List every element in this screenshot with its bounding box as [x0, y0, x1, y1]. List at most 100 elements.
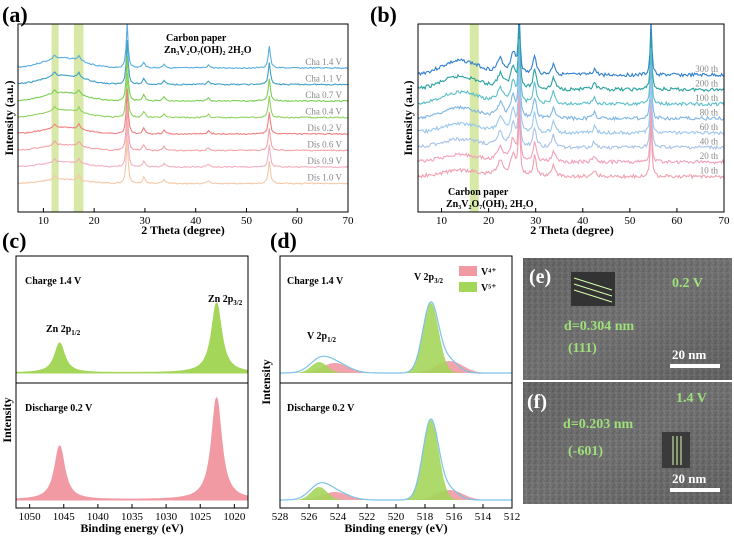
panel-d-xtick-label-0: 528 [272, 511, 289, 523]
panel-c-xtick-label-1: 1045 [53, 511, 76, 523]
panel-a-xaxis: 10 20 30 40 50 60 70 [38, 208, 354, 227]
panel_b-curve-label-3: 80 th [700, 108, 719, 118]
panel-d-xtick-label-4: 520 [388, 511, 405, 523]
panel-f-scale-label: 20 nm [672, 471, 706, 486]
panel-a-frame [17, 23, 349, 213]
panel_a-curve-6 [18, 121, 348, 169]
panel-e-dspacing: d=0.304 nm [564, 319, 635, 334]
panel_a-curve-label-7: Dis 1.0 V [307, 173, 342, 183]
panel-d-xtick-label-5: 518 [417, 511, 434, 523]
panel-a-xlabel: 2 Theta (degree) [141, 223, 225, 237]
panel_a-curve-label-2: Cha 0.7 V [305, 90, 342, 100]
panel-f-label: (f) [527, 391, 547, 413]
panel_b-curve-7 [418, 112, 724, 180]
panel_b-curve-6 [418, 96, 724, 166]
panel_a-curve-0 [18, 24, 348, 70]
panel-d-discharge-v5 [280, 420, 512, 500]
panel_b-xtick-label-3: 40 [577, 215, 589, 227]
panel-c-ylabel: Intensity [0, 397, 14, 442]
panel-c-xaxis: 1050 1045 1040 1035 1030 1025 1020 [19, 504, 246, 523]
panel_b-curve-4 [418, 67, 724, 136]
panel-a-legend-line1: Carbon paper [166, 33, 227, 44]
panel-d-spectra [280, 301, 512, 501]
panel-c-label: (c) [2, 228, 26, 253]
panel-d-bottom-label: Discharge 0.2 V [287, 403, 355, 414]
panel-b-frame [417, 23, 725, 213]
panel-b-curves [418, 24, 724, 180]
panel-d-frame [279, 255, 513, 509]
panel-b-curve-labels: 300 th 200 th 100 th 80 th 60 th 40 th 20 th 10… [695, 64, 718, 176]
panel_b-xtick-label-6: 70 [719, 215, 731, 227]
panel_b-xtick-label-4: 50 [624, 215, 636, 227]
panel_a-xtick-label-4: 50 [241, 215, 253, 227]
panel-d-xtick-label-3: 522 [359, 511, 376, 523]
panel-c-charge-spectrum [15, 302, 249, 374]
panel_a-curve-2 [18, 55, 348, 103]
panel-d-xtick-label-6: 516 [446, 511, 463, 523]
panel-b-highlight-bands [469, 24, 479, 212]
panel-b-ylabel: Intensity (a.u.) [401, 80, 415, 155]
legend-v5-swatch [459, 282, 477, 292]
panel-f-dspacing: d=0.203 nm [563, 417, 634, 432]
panel-f-lattice-inset [662, 432, 690, 468]
panel_a-curve-label-5: Dis 0.6 V [307, 140, 342, 150]
panel-e-scale-label: 20 nm [672, 347, 706, 362]
panel-a-highlight-bands [51, 24, 84, 212]
panel_a-xtick-label-1: 20 [89, 215, 101, 227]
panel-d-discharge-envelope [280, 418, 512, 501]
panel-a-legend-line2: Zn₃V₂O₇(OH)₂ 2H₂O [164, 45, 252, 56]
panel_a-xtick-label-5: 60 [292, 215, 304, 227]
panel-d-xtick-label-8: 512 [504, 511, 521, 523]
panel-c-discharge-spectrum [15, 396, 249, 501]
panel_a-band-1 [73, 24, 84, 212]
panel-b-label: (b) [370, 2, 397, 27]
panel_a-xtick-label-0: 10 [38, 215, 50, 227]
panel_a-curve-label-4: Dis 0.2 V [307, 123, 342, 133]
panel_a-xtick-label-6: 70 [343, 215, 355, 227]
panel-c-top-label: Charge 1.4 V [25, 276, 82, 287]
panel_b-curve-label-2: 100 th [695, 93, 718, 103]
panel-c-bottom-label: Discharge 0.2 V [25, 403, 93, 414]
panel-f-plane: (-601) [568, 444, 603, 459]
panel_b-curve-label-6: 20 th [700, 151, 719, 161]
panel-e-voltage: 0.2 V [672, 276, 703, 291]
panel-f-scalebar [670, 488, 720, 492]
panel-e-plane: (111) [568, 341, 597, 356]
panel-c-spectra [15, 302, 249, 501]
panel-c-xtick-label-0: 1050 [19, 511, 42, 523]
panel_a-band-0 [51, 24, 59, 212]
panel_b-xtick-label-5: 60 [671, 215, 683, 227]
panel_b-xtick-label-1: 20 [483, 215, 495, 227]
panel_a-curve-5 [18, 105, 348, 152]
panel-e-lattice-inset [571, 272, 615, 306]
panel_b-curve-5 [418, 83, 724, 151]
panel_a-xtick-label-2: 30 [139, 215, 151, 227]
panel_a-xtick-label-3: 40 [190, 215, 202, 227]
panel-c-xtick-label-2: 1040 [87, 511, 110, 523]
panel_a-curve-label-1: Cha 1.1 V [305, 74, 342, 84]
panel-d-xaxis: 528 526 524 522 520 518 516 514 512 [272, 504, 521, 523]
panel_a-curve-4 [18, 88, 348, 136]
panel_b-curve-2 [418, 38, 724, 107]
panel_b-curve-label-1: 200 th [695, 79, 718, 89]
panel-a-curve-labels: Cha 1.4 V Cha 1.1 V Cha 0.7 V Cha 0.4 V Dis … [305, 57, 342, 183]
panel_a-curve-1 [18, 39, 348, 86]
panel-c-peak2-label: Zn 2p3/2 [208, 294, 243, 307]
panel_b-curve-label-7: 10 th [700, 166, 719, 176]
panel-d-charge-v4 [280, 361, 512, 373]
legend-v5-label: V⁵⁺ [481, 283, 497, 294]
panel-d-ylabel: Intensity [259, 359, 273, 404]
panel_a-curve-3 [18, 72, 348, 119]
panel_b-band-0 [469, 24, 479, 212]
panel-a-curves [18, 24, 348, 185]
panel_b-curve-label-5: 40 th [700, 137, 719, 147]
panel-c-xtick-label-5: 1025 [189, 511, 212, 523]
panel_b-curve-label-0: 300 th [695, 64, 718, 74]
panel-e-shade [523, 258, 732, 380]
panel-d-peak1-label: V 2p1/2 [307, 331, 337, 344]
panel-d-top-label: Charge 1.4 V [287, 276, 344, 287]
panel-f-shade [523, 382, 732, 504]
panel-d-xtick-label-2: 524 [330, 511, 347, 523]
